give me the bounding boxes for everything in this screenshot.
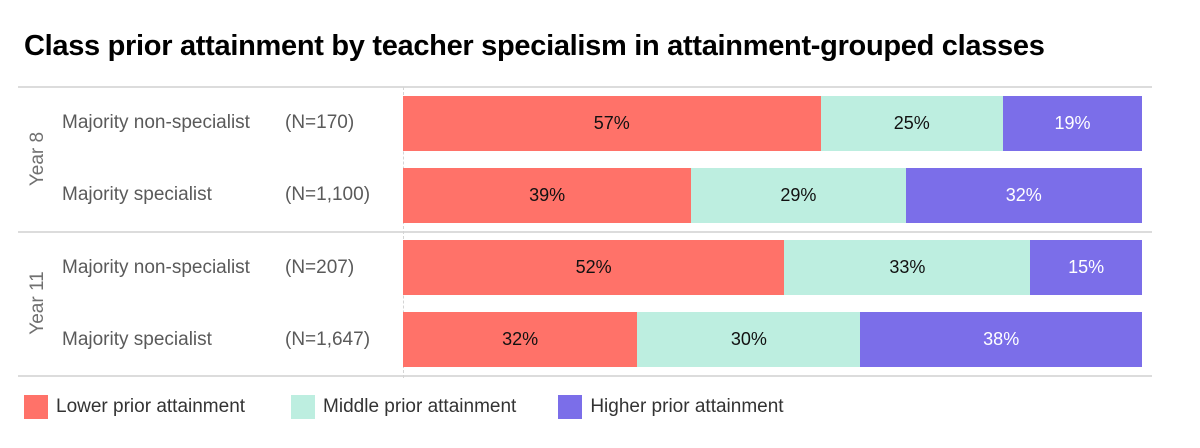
stacked-bar-y11-specialist: 32% 30% 38%	[403, 312, 1142, 367]
stacked-bar-y8-specialist: 39% 29% 32%	[403, 168, 1142, 223]
segment-middle: 30%	[637, 312, 861, 367]
segment-lower: 39%	[403, 168, 692, 223]
row-label: Majority specialist	[62, 184, 212, 205]
row-count: (N=1,100)	[285, 184, 371, 205]
legend-label: Lower prior attainment	[56, 396, 246, 417]
row-count: (N=170)	[285, 112, 355, 133]
legend: Lower prior attainment Middle prior atta…	[24, 395, 832, 419]
legend-label: Middle prior attainment	[323, 396, 517, 417]
segment-middle: 25%	[820, 96, 1004, 151]
divider-top	[18, 86, 1152, 88]
segment-higher: 38%	[860, 312, 1142, 367]
legend-label: Higher prior attainment	[590, 396, 784, 417]
row-label: Majority specialist	[62, 329, 212, 350]
divider-middle	[18, 231, 1152, 233]
row-label: Majority non-specialist	[62, 257, 250, 278]
row-count: (N=207)	[285, 257, 355, 278]
segment-higher: 15%	[1030, 240, 1142, 295]
segment-lower: 57%	[403, 96, 821, 151]
chart-title: Class prior attainment by teacher specia…	[24, 30, 1045, 62]
divider-bottom	[18, 375, 1152, 377]
segment-higher: 32%	[905, 168, 1142, 223]
row-label: Majority non-specialist	[62, 112, 250, 133]
axis-baseline	[403, 87, 404, 378]
group-label-text: Year 8	[27, 131, 48, 187]
segment-middle: 29%	[691, 168, 906, 223]
legend-swatch-lower	[24, 395, 48, 419]
segment-lower: 52%	[403, 240, 785, 295]
legend-swatch-higher	[558, 395, 583, 419]
legend-item-lower: Lower prior attainment	[24, 395, 245, 419]
segment-middle: 33%	[784, 240, 1031, 295]
legend-item-higher: Higher prior attainment	[558, 395, 784, 419]
segment-lower: 32%	[403, 312, 638, 367]
stacked-bar-y8-nonspecialist: 57% 25% 19%	[403, 96, 1142, 151]
group-label-text: Year 11	[27, 271, 48, 335]
row-count: (N=1,647)	[285, 329, 371, 350]
legend-item-middle: Middle prior attainment	[291, 395, 516, 419]
segment-higher: 19%	[1003, 96, 1142, 151]
legend-swatch-middle	[291, 395, 316, 419]
stacked-bar-y11-nonspecialist: 52% 33% 15%	[403, 240, 1142, 295]
